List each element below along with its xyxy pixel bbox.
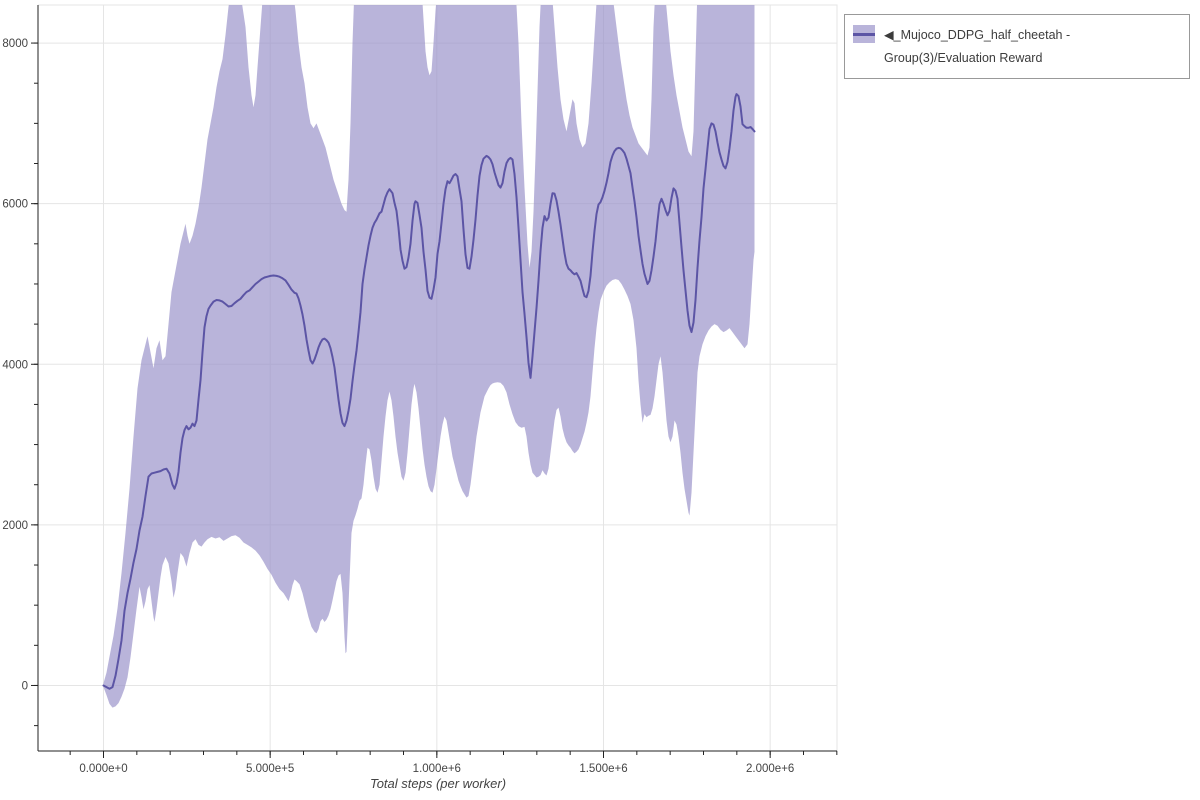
confidence-band-layer (103, 5, 755, 708)
legend-item[interactable]: ◀_Mujoco_DDPG_half_cheetah - Group(3)/Ev… (853, 24, 1179, 70)
y-tick-label: 2000 (2, 520, 28, 532)
y-tick-label: 0 (22, 680, 28, 692)
legend-swatch-band-icon (853, 25, 875, 43)
legend-label: ◀_Mujoco_DDPG_half_cheetah - Group(3)/Ev… (884, 28, 1071, 66)
series-line-layer (102, 93, 756, 690)
confidence-band (103, 5, 755, 708)
mean-reward-line (102, 93, 756, 690)
y-tick-label: 6000 (2, 199, 28, 211)
x-tick-label: 2.000e+6 (746, 763, 794, 775)
y-tick-label: 8000 (2, 38, 28, 50)
x-tick-labels: 0.000e+0 5.000e+5 1.000e+6 1.500e+6 2.000e+6 (79, 763, 794, 775)
x-tick-label: 0.000e+0 (79, 763, 127, 775)
y-tick-label: 4000 (2, 359, 28, 371)
x-tick-label: 1.000e+6 (413, 763, 461, 775)
x-axis-title: Total steps (per worker) (369, 776, 507, 791)
legend[interactable]: ◀_Mujoco_DDPG_half_cheetah - Group(3)/Ev… (844, 14, 1190, 80)
y-tick-labels: 0 2000 4000 6000 8000 (2, 38, 28, 692)
tick-marks (31, 42, 838, 758)
x-tick-label: 1.500e+6 (579, 763, 627, 775)
legend-swatch-line-icon (853, 32, 875, 36)
x-tick-label: 5.000e+5 (246, 763, 294, 775)
plot-outline (38, 4, 838, 751)
